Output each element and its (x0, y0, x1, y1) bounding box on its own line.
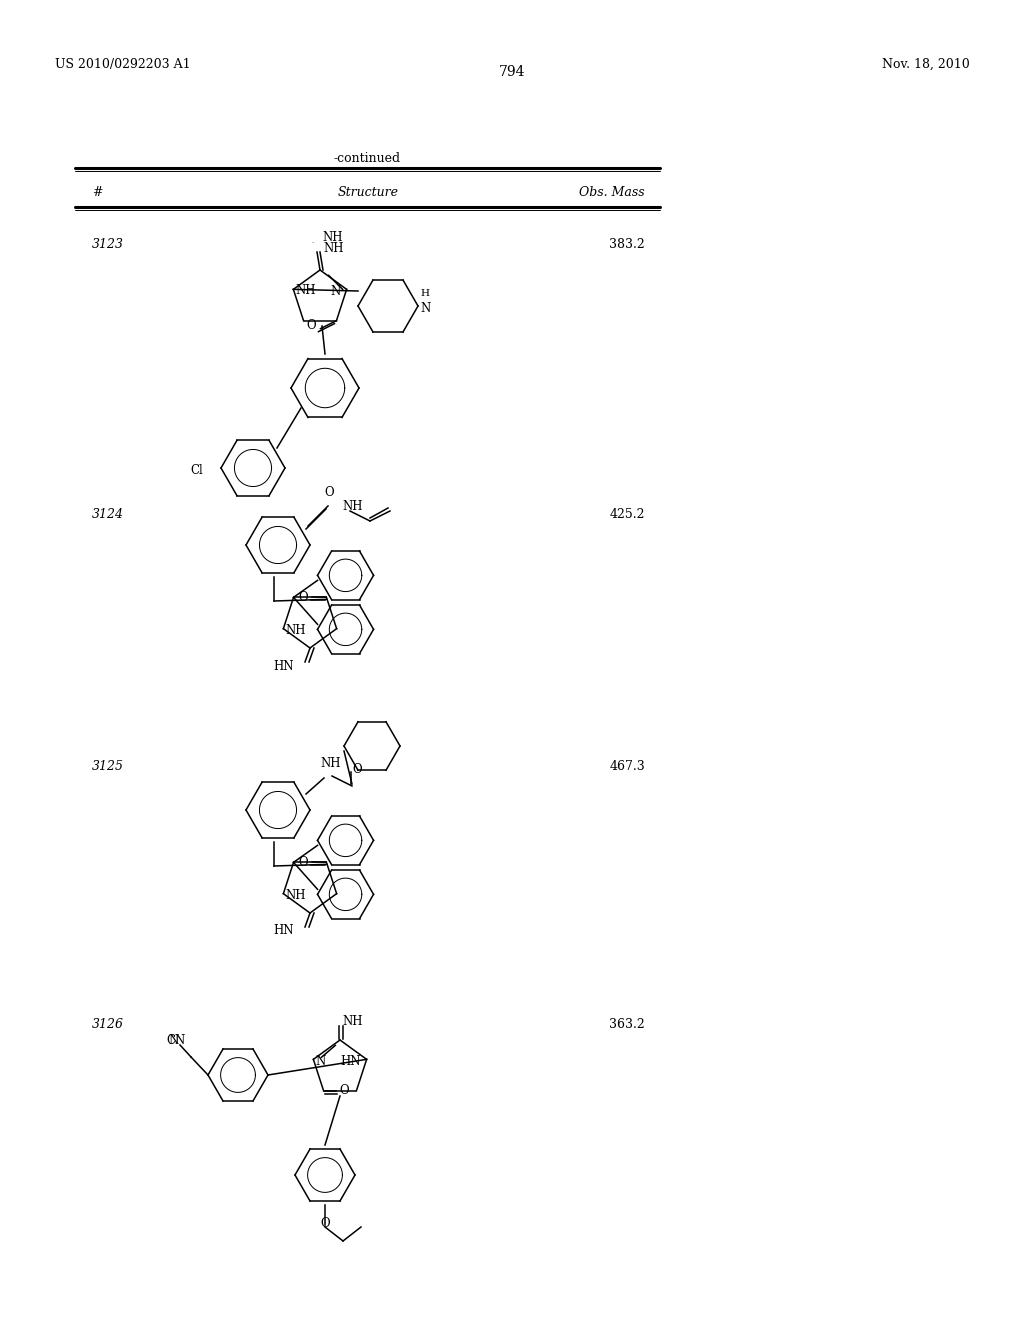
Text: #: # (92, 186, 102, 199)
Text: 794: 794 (499, 65, 525, 79)
Text: O: O (352, 763, 361, 776)
Text: N: N (315, 1055, 326, 1068)
Text: 3125: 3125 (92, 760, 124, 774)
Text: -continued: -continued (334, 152, 401, 165)
Text: HN: HN (273, 924, 294, 937)
Text: NH: NH (286, 624, 306, 638)
Text: NH: NH (342, 1015, 362, 1028)
Text: NH: NH (322, 231, 342, 244)
Text: H: H (420, 289, 429, 298)
Text: Nov. 18, 2010: Nov. 18, 2010 (883, 58, 970, 71)
Text: 363.2: 363.2 (609, 1018, 645, 1031)
Text: 425.2: 425.2 (609, 508, 645, 521)
Text: O: O (299, 855, 308, 869)
Text: NH: NH (342, 500, 362, 513)
Text: HN: HN (273, 660, 294, 672)
Text: N: N (169, 1034, 179, 1047)
Text: 467.3: 467.3 (609, 760, 645, 774)
Text: N: N (420, 302, 430, 315)
Text: O: O (321, 1217, 330, 1230)
Text: Structure: Structure (338, 186, 398, 199)
Text: NH: NH (323, 242, 343, 255)
Text: 3124: 3124 (92, 508, 124, 521)
Text: NH: NH (286, 890, 306, 902)
Text: Obs. Mass: Obs. Mass (580, 186, 645, 199)
Text: O: O (324, 486, 334, 499)
Text: O: O (299, 591, 308, 603)
Text: CN: CN (167, 1034, 186, 1047)
Text: 3123: 3123 (92, 238, 124, 251)
Text: NH: NH (295, 284, 315, 297)
Text: 383.2: 383.2 (609, 238, 645, 251)
Text: Cl: Cl (190, 465, 203, 478)
Text: N: N (331, 285, 341, 298)
Text: 3126: 3126 (92, 1018, 124, 1031)
Text: HN: HN (340, 1055, 360, 1068)
Text: US 2010/0292203 A1: US 2010/0292203 A1 (55, 58, 190, 71)
Text: NH: NH (319, 756, 341, 770)
Text: O: O (307, 319, 316, 333)
Text: O: O (340, 1084, 349, 1097)
